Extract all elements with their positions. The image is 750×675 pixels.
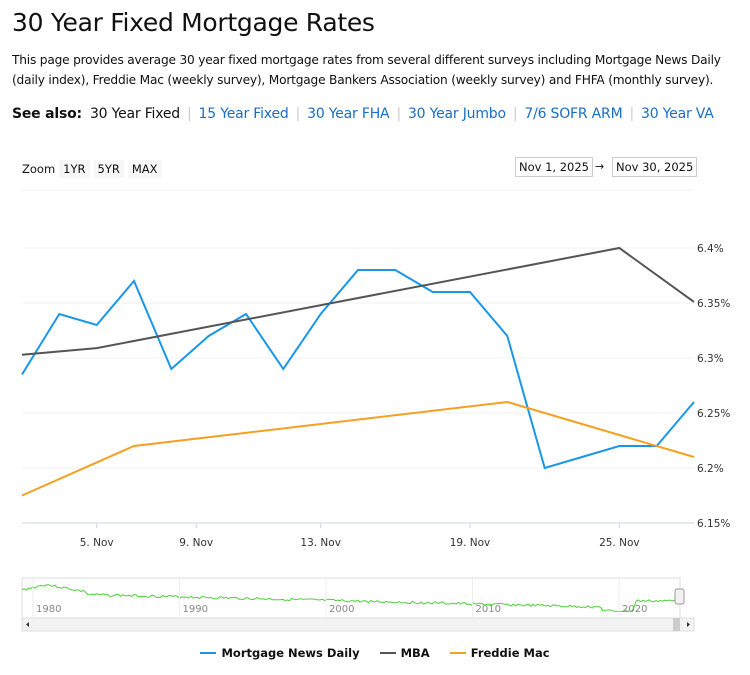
legend-label: MBA xyxy=(400,646,430,660)
y-tick-label: 6.25% xyxy=(697,408,730,420)
legend-item[interactable]: MBA xyxy=(379,646,430,660)
separator: | xyxy=(295,106,301,122)
y-tick-label: 6.15% xyxy=(697,518,730,530)
see-also-link[interactable]: 30 Year VA xyxy=(641,106,714,122)
see-also-link[interactable]: 30 Year Fixed xyxy=(89,106,180,122)
navigator-tick-label: 2020 xyxy=(622,604,647,615)
x-tick-label: 13. Nov xyxy=(300,537,341,549)
see-also-label: See also: xyxy=(12,106,82,122)
y-tick-label: 6.35% xyxy=(697,298,730,310)
x-tick-label: 5. Nov xyxy=(80,537,114,549)
separator: | xyxy=(187,106,192,122)
navigator-tick-label: 1990 xyxy=(183,604,208,615)
navigator-tick-label: 2000 xyxy=(329,604,354,615)
navigator-tick-label: 2010 xyxy=(476,604,501,615)
range-to-input[interactable]: Nov 30, 2025 xyxy=(612,157,698,177)
see-also-link[interactable]: 30 Year FHA xyxy=(307,106,390,122)
see-also-link[interactable]: 7/6 SOFR ARM xyxy=(524,106,623,122)
legend-swatch xyxy=(379,652,396,654)
range-arrow: → xyxy=(595,160,605,173)
navigator-handle[interactable] xyxy=(674,588,685,605)
zoom-5yr-button[interactable]: 5YR xyxy=(93,160,124,178)
series-line-mba xyxy=(21,246,695,356)
legend-item[interactable]: Freddie Mac xyxy=(449,646,550,660)
see-also-nav: See also: 30 Year Fixed | 15 Year Fixed | 30 … xyxy=(12,106,714,122)
navigator-series-line xyxy=(21,584,681,613)
scroll-left-icon[interactable] xyxy=(26,622,29,627)
legend-swatch xyxy=(200,652,217,654)
y-tick-label: 6.3% xyxy=(697,353,724,365)
x-tick-label: 25. Nov xyxy=(599,537,640,549)
scrollbar-track[interactable] xyxy=(21,617,695,632)
separator: | xyxy=(629,106,634,122)
legend-label: Freddie Mac xyxy=(470,646,550,660)
see-also-link[interactable]: 30 Year Jumbo xyxy=(407,106,506,122)
x-tick-label: 19. Nov xyxy=(450,537,491,549)
y-tick-label: 6.2% xyxy=(697,463,724,475)
chart-legend: Mortgage News Daily MBA Freddie Mac xyxy=(0,646,750,660)
navigator xyxy=(21,577,681,619)
scrollbar-thumb[interactable] xyxy=(673,618,680,631)
intro-text: This page provides average 30 year fixed… xyxy=(12,53,721,87)
page-title: 30 Year Fixed Mortgage Rates xyxy=(12,8,375,37)
x-tick-label: 9. Nov xyxy=(179,537,213,549)
series-line-mortgage-news-daily xyxy=(21,269,695,470)
separator: | xyxy=(396,106,401,122)
legend-item[interactable]: Mortgage News Daily xyxy=(200,646,360,660)
separator: | xyxy=(512,106,518,122)
scroll-right-icon[interactable] xyxy=(687,622,690,627)
zoom-max-button[interactable]: MAX xyxy=(127,160,162,178)
series-line-freddie-mac xyxy=(21,400,695,497)
zoom-controls: Zoom 1YR 5YR MAX xyxy=(22,160,162,178)
zoom-label: Zoom xyxy=(22,162,56,176)
range-from-input[interactable]: Nov 1, 2025 xyxy=(515,157,593,177)
see-also-link[interactable]: 15 Year Fixed xyxy=(198,106,289,122)
legend-swatch xyxy=(449,652,466,654)
zoom-1yr-button[interactable]: 1YR xyxy=(59,160,90,178)
navigator-tick-label: 1980 xyxy=(36,604,61,615)
legend-label: Mortgage News Daily xyxy=(221,646,360,660)
y-tick-label: 6.4% xyxy=(697,243,724,255)
